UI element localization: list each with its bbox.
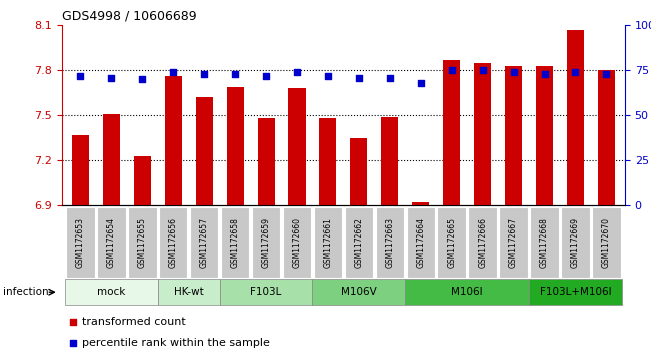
Bar — [128, 207, 156, 278]
Bar — [406, 207, 435, 278]
Text: GSM1172666: GSM1172666 — [478, 217, 487, 268]
Text: infection: infection — [3, 287, 49, 297]
Text: GSM1172665: GSM1172665 — [447, 217, 456, 268]
Bar — [412, 202, 429, 205]
Bar — [598, 70, 615, 205]
Bar — [314, 207, 342, 278]
Bar — [252, 207, 281, 278]
Text: percentile rank within the sample: percentile rank within the sample — [81, 338, 270, 347]
Point — [230, 71, 240, 77]
Bar — [72, 135, 89, 205]
Bar — [227, 87, 243, 205]
Point — [292, 69, 302, 75]
Bar — [134, 156, 151, 205]
Text: GSM1172658: GSM1172658 — [230, 217, 240, 268]
Bar — [505, 66, 522, 205]
Point — [441, 20, 451, 26]
Point — [441, 209, 451, 215]
Text: transformed count: transformed count — [81, 317, 186, 327]
Bar — [406, 279, 529, 305]
Point — [570, 69, 581, 75]
Bar — [190, 207, 218, 278]
Point — [385, 75, 395, 81]
Bar — [443, 60, 460, 205]
Bar — [499, 207, 528, 278]
Bar — [312, 279, 406, 305]
Text: GSM1172663: GSM1172663 — [385, 217, 395, 268]
Text: GSM1172654: GSM1172654 — [107, 217, 116, 268]
Bar — [474, 63, 491, 205]
Text: GSM1172659: GSM1172659 — [262, 217, 271, 268]
Point — [137, 77, 148, 82]
Point — [261, 73, 271, 79]
Text: F103L: F103L — [251, 287, 282, 297]
Text: GSM1172661: GSM1172661 — [324, 217, 333, 268]
Bar — [221, 207, 249, 278]
Text: GSM1172664: GSM1172664 — [416, 217, 425, 268]
Bar — [376, 207, 404, 278]
Text: GSM1172660: GSM1172660 — [292, 217, 301, 268]
Bar — [344, 207, 373, 278]
Text: mock: mock — [97, 287, 126, 297]
Bar — [159, 207, 187, 278]
Text: M106I: M106I — [451, 287, 483, 297]
Bar — [567, 30, 584, 205]
Text: GDS4998 / 10606689: GDS4998 / 10606689 — [62, 9, 197, 22]
Bar — [531, 207, 559, 278]
Text: GSM1172653: GSM1172653 — [76, 217, 85, 268]
Bar — [320, 118, 337, 205]
Bar — [592, 207, 620, 278]
Text: GSM1172662: GSM1172662 — [354, 217, 363, 268]
Point — [168, 69, 178, 75]
Bar — [529, 279, 622, 305]
Text: GSM1172667: GSM1172667 — [509, 217, 518, 268]
Point — [539, 71, 549, 77]
Text: HK-wt: HK-wt — [174, 287, 204, 297]
Bar — [219, 279, 312, 305]
Point — [415, 80, 426, 86]
Bar — [97, 207, 126, 278]
Text: GSM1172669: GSM1172669 — [571, 217, 580, 268]
Point — [601, 71, 611, 77]
Point — [477, 68, 488, 73]
Point — [199, 71, 210, 77]
Text: GSM1172668: GSM1172668 — [540, 217, 549, 268]
Bar — [158, 279, 219, 305]
Bar — [196, 97, 213, 205]
Text: GSM1172655: GSM1172655 — [138, 217, 146, 268]
Bar — [381, 117, 398, 205]
Text: F103L+M106I: F103L+M106I — [540, 287, 611, 297]
Bar — [283, 207, 311, 278]
Bar — [561, 207, 590, 278]
Bar — [469, 207, 497, 278]
Text: GSM1172657: GSM1172657 — [200, 217, 209, 268]
Bar — [437, 207, 466, 278]
Bar — [536, 66, 553, 205]
Point — [508, 69, 519, 75]
Bar — [65, 279, 158, 305]
Text: M106V: M106V — [341, 287, 377, 297]
Text: GSM1172670: GSM1172670 — [602, 217, 611, 268]
Bar — [258, 118, 275, 205]
Bar — [350, 138, 367, 205]
Text: GSM1172656: GSM1172656 — [169, 217, 178, 268]
Point — [323, 73, 333, 79]
Point — [76, 73, 86, 79]
Bar — [103, 114, 120, 205]
Bar — [66, 207, 94, 278]
Point — [447, 68, 457, 73]
Point — [106, 75, 117, 81]
Point — [353, 75, 364, 81]
Bar — [288, 88, 305, 205]
Bar — [165, 76, 182, 205]
